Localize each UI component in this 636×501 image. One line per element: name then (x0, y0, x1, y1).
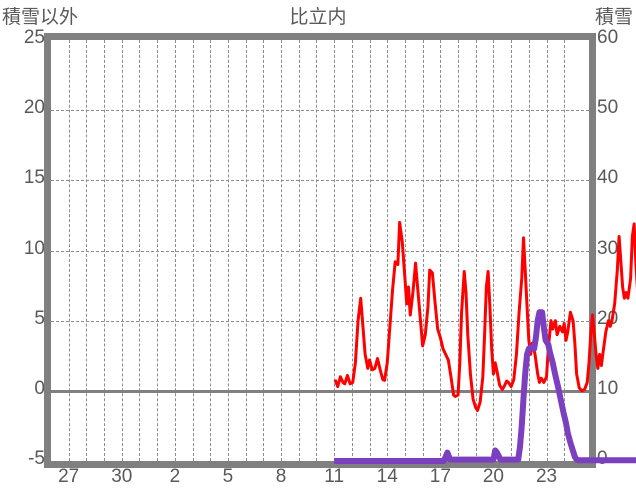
x-axis-tick: 2 (169, 466, 181, 487)
left-axis-tick-labels: 25 20 15 10 5 0 -5 (0, 0, 45, 501)
right-axis-tick: 50 (597, 97, 619, 119)
right-axis-title: 積雪 (594, 7, 633, 28)
left-axis-tick: 20 (23, 97, 45, 119)
x-axis-tick: 8 (275, 466, 287, 487)
x-axis-tick: 23 (535, 466, 558, 487)
right-axis-tick-labels: 60 50 40 30 20 10 0 (597, 0, 636, 501)
x-axis-tick: 5 (222, 466, 234, 487)
series-snow-depth (334, 309, 636, 464)
left-axis-title: 積雪以外 (2, 7, 79, 28)
plot-frame-right (589, 33, 596, 468)
left-axis-tick: 15 (23, 167, 45, 189)
horizontal-gridline (51, 110, 589, 112)
x-axis-tick-labels: 27 30 2 5 8 11 14 17 20 23 (0, 466, 636, 496)
left-axis-tick: 25 (23, 27, 45, 48)
right-axis-tick: 30 (597, 237, 619, 259)
horizontal-gridline (51, 320, 589, 322)
left-axis-tick: 10 (23, 237, 45, 259)
x-axis-tick: 20 (482, 466, 504, 487)
x-axis-tick: 17 (429, 466, 451, 487)
x-axis-tick: 30 (111, 466, 133, 487)
series-lines (333, 220, 636, 464)
left-axis-tick: -5 (28, 448, 45, 469)
right-axis-tick: 10 (597, 377, 619, 399)
plot-frame-left (44, 33, 51, 468)
right-axis-tick: 40 (597, 167, 619, 189)
x-axis-tick: 14 (376, 466, 398, 487)
horizontal-gridline (51, 180, 589, 182)
series-precip (333, 220, 636, 412)
left-axis-tick: 5 (34, 307, 45, 329)
plot-frame-top (44, 33, 596, 40)
page-title: 比立内 (289, 7, 347, 28)
plot-frame-bottom (44, 461, 596, 468)
x-axis-tick: 27 (58, 466, 80, 487)
right-axis-tick: 60 (597, 27, 619, 48)
plot-area (44, 33, 636, 468)
horizontal-gridline (51, 250, 589, 252)
x-axis-tick: 11 (324, 466, 345, 487)
zero-line (51, 389, 589, 393)
left-axis-tick: 0 (34, 377, 45, 399)
